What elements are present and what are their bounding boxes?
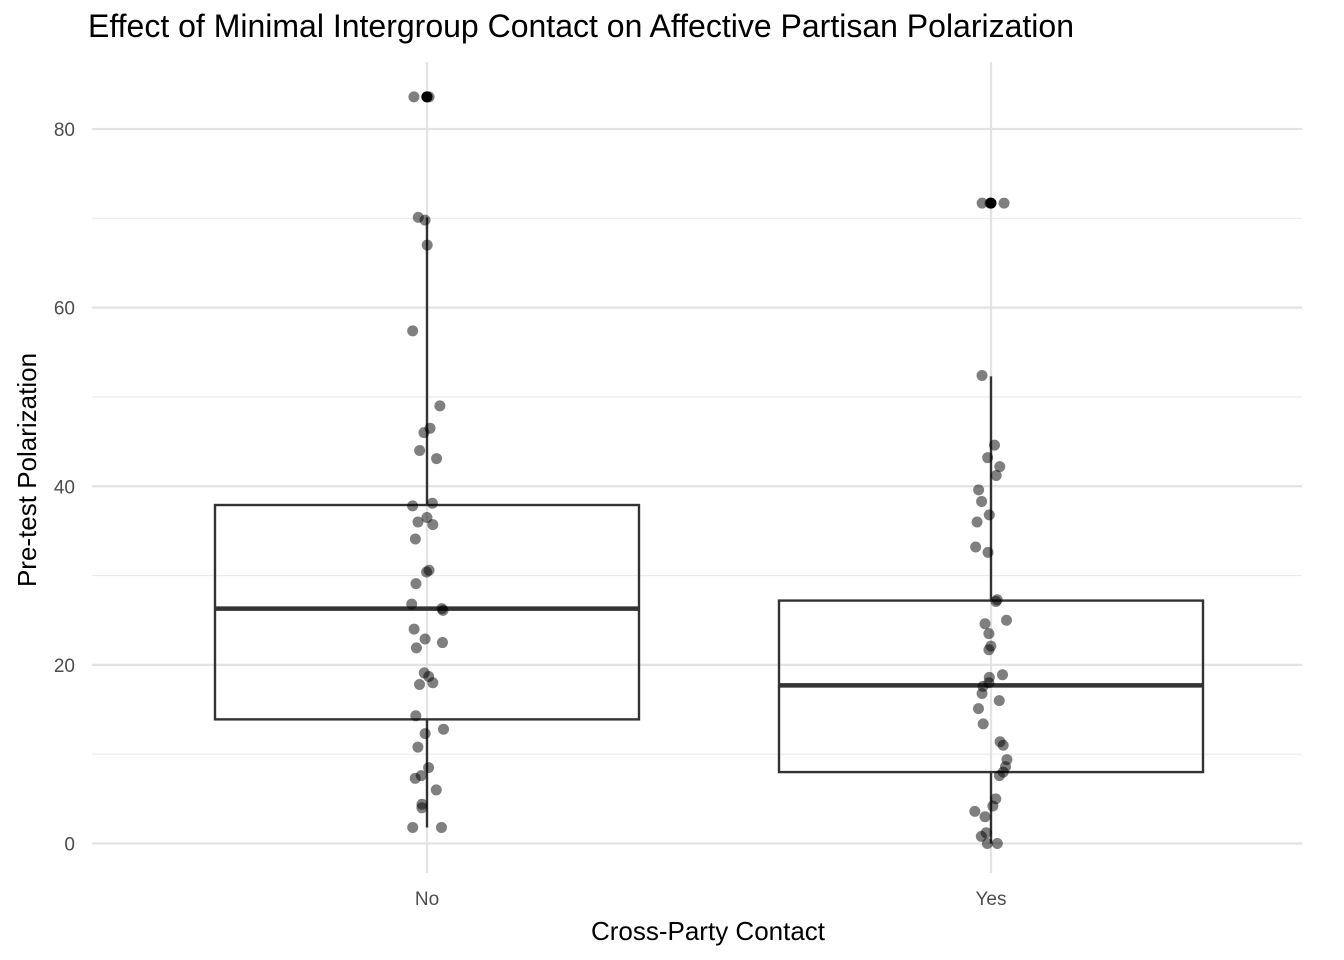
data-point — [982, 546, 994, 558]
x-tick-label: Yes — [976, 889, 1007, 910]
y-axis-title: Pre-test Polarization — [12, 353, 42, 587]
data-point — [412, 741, 424, 753]
data-point — [419, 214, 431, 226]
data-point — [969, 805, 981, 817]
grid-lines — [92, 62, 1302, 873]
data-point — [416, 802, 428, 814]
data-point — [983, 628, 995, 640]
data-point — [414, 445, 426, 457]
data-point — [431, 453, 443, 465]
data-point — [990, 595, 1002, 607]
data-point — [436, 637, 448, 649]
data-point — [971, 516, 983, 528]
data-point — [997, 739, 1009, 751]
data-point — [987, 800, 999, 812]
data-point — [410, 642, 422, 654]
data-point — [407, 500, 419, 512]
data-point — [998, 197, 1010, 209]
data-point — [423, 91, 435, 103]
data-point — [990, 470, 1002, 482]
data-point — [993, 695, 1005, 707]
data-point — [979, 811, 991, 823]
y-tick-label: 40 — [54, 477, 75, 498]
jitter-points — [406, 91, 1013, 850]
data-point — [976, 687, 988, 699]
data-point — [976, 370, 988, 382]
data-point — [982, 452, 994, 464]
x-tick-label: No — [415, 889, 439, 910]
data-point — [418, 427, 430, 439]
data-point — [976, 197, 988, 209]
data-point — [973, 484, 985, 496]
y-tick-label: 20 — [54, 656, 75, 677]
data-point — [421, 239, 433, 251]
data-point — [406, 598, 418, 610]
y-tick-label: 60 — [54, 299, 75, 320]
data-point — [414, 679, 426, 691]
y-tick-label: 0 — [64, 835, 75, 856]
data-point — [427, 677, 439, 689]
data-point — [407, 821, 419, 833]
y-tick-label: 80 — [54, 120, 75, 141]
data-point — [408, 623, 420, 635]
data-point — [975, 830, 987, 842]
data-point — [994, 461, 1006, 473]
box-iqr — [213, 503, 641, 721]
data-point — [976, 495, 988, 507]
data-point — [984, 197, 996, 209]
data-point — [972, 703, 984, 715]
data-point — [437, 604, 449, 616]
boxplots — [213, 91, 1205, 844]
data-point — [991, 838, 1003, 850]
data-point — [430, 784, 442, 796]
data-point — [997, 669, 1009, 681]
data-point — [435, 821, 447, 833]
data-point — [423, 762, 435, 774]
data-point — [434, 400, 446, 412]
data-point — [438, 723, 450, 735]
data-point — [419, 728, 431, 740]
data-point — [409, 533, 421, 545]
chart-title: Effect of Minimal Intergroup Contact on … — [88, 8, 1074, 44]
data-point — [983, 509, 995, 521]
data-point — [1000, 614, 1012, 626]
data-point — [409, 772, 421, 784]
data-point — [419, 633, 431, 645]
data-point — [981, 838, 993, 850]
data-point — [421, 566, 433, 578]
data-point — [993, 770, 1005, 782]
data-point — [979, 618, 991, 630]
data-point — [970, 541, 982, 553]
data-point — [407, 325, 419, 337]
x-axis-title: Cross-Party Contact — [591, 916, 826, 946]
data-point — [977, 718, 989, 730]
data-point — [412, 516, 424, 528]
data-point — [410, 578, 422, 590]
axes: 0 20 40 60 80 No Yes — [54, 120, 1007, 910]
data-point — [983, 644, 995, 656]
data-point — [427, 519, 439, 531]
data-point — [989, 439, 1001, 451]
data-point — [426, 497, 438, 509]
data-point — [408, 91, 420, 103]
data-point — [410, 710, 422, 722]
